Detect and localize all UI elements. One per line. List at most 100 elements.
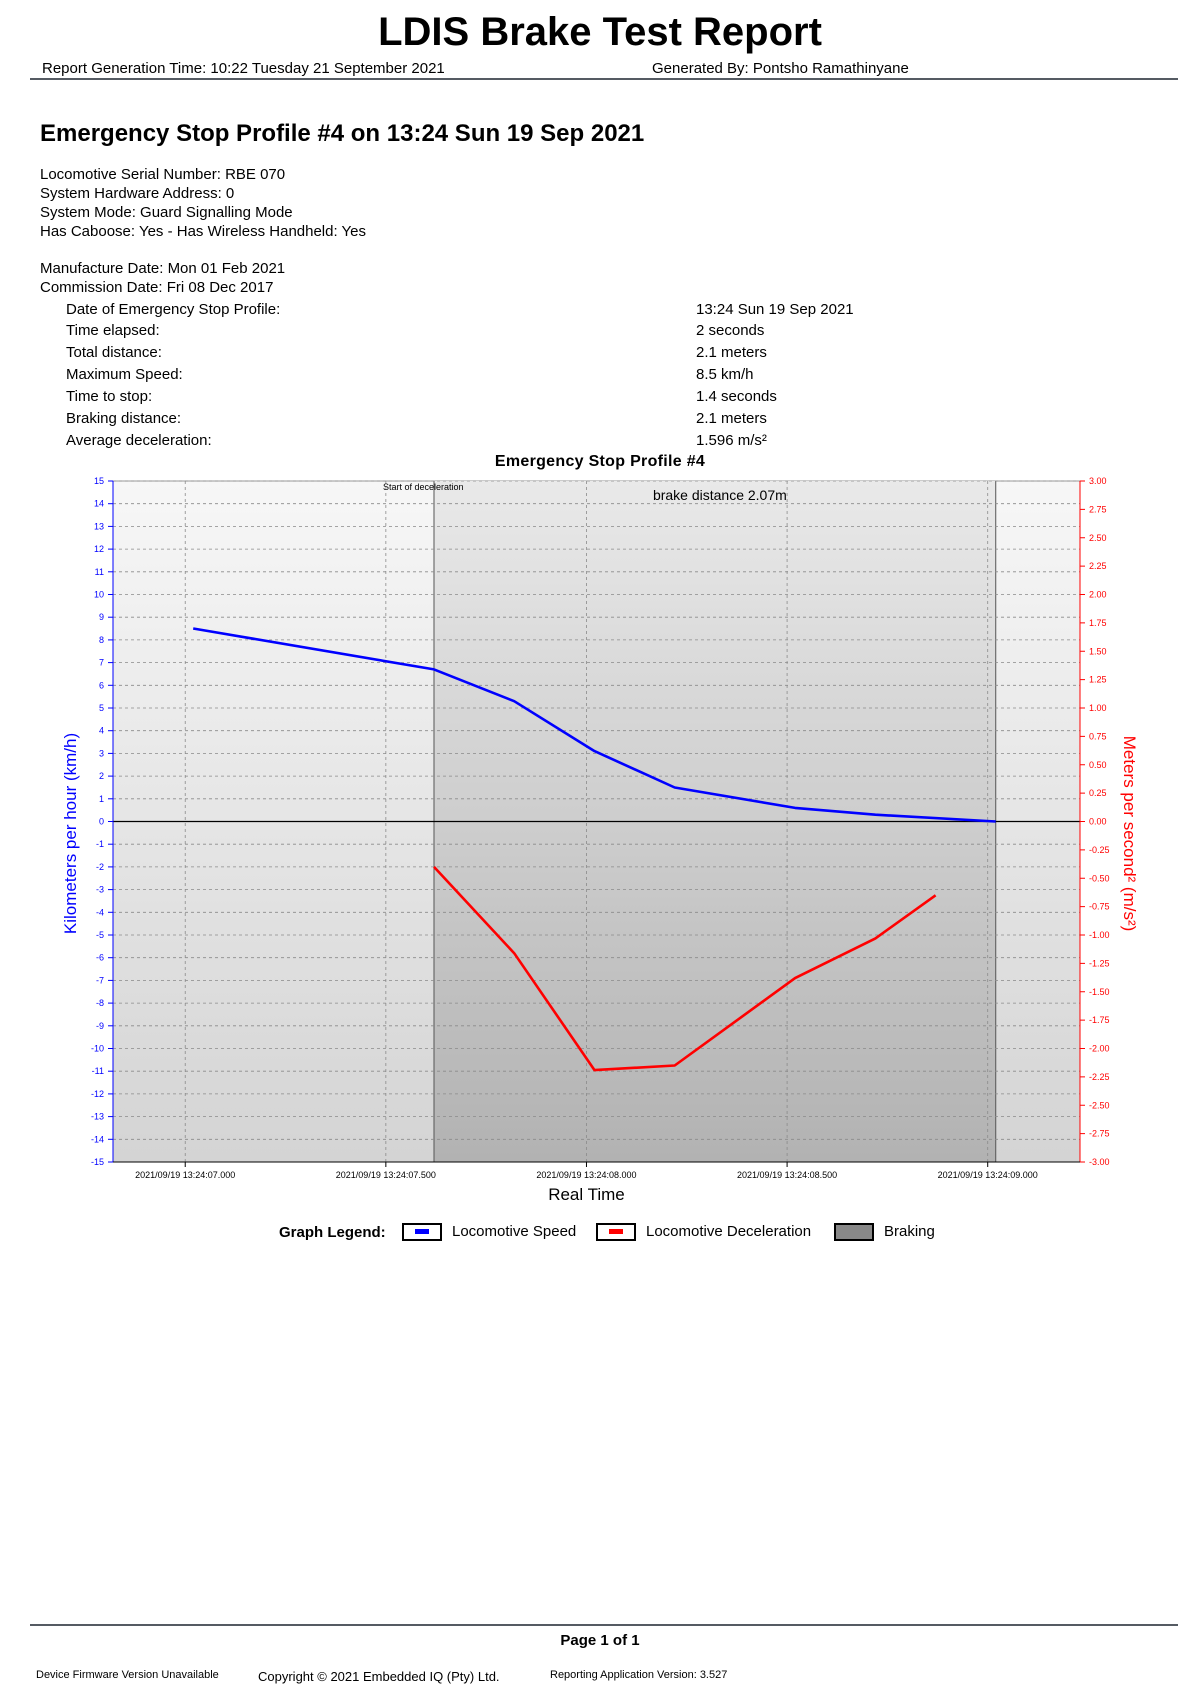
left-tick-label: -12 — [91, 1089, 104, 1099]
right-tick-label: 2.50 — [1089, 533, 1107, 543]
left-tick-label: -8 — [96, 998, 104, 1008]
x-axis-label: Real Time — [548, 1185, 625, 1204]
speed-deceleration-chart: 1514131211109876543210-1-2-3-4-5-6-7-8-9… — [61, 476, 1139, 1204]
right-tick-label: -2.50 — [1089, 1100, 1110, 1110]
legend-label-deceleration: Locomotive Deceleration — [646, 1223, 812, 1240]
detail-value: 2 seconds — [696, 322, 765, 339]
left-tick-label: 3 — [99, 748, 104, 758]
left-tick-label: -15 — [91, 1157, 104, 1167]
caboose-handheld: Has Caboose: Yes - Has Wireless Handheld… — [40, 223, 367, 240]
left-tick-label: -7 — [96, 975, 104, 985]
grid — [113, 480, 1080, 1163]
left-tick-label: 12 — [94, 544, 104, 554]
series — [192, 627, 996, 1072]
right-tick-label: 2.00 — [1089, 590, 1107, 600]
right-tick-label: 0.25 — [1089, 788, 1107, 798]
detail-value: 8.5 km/h — [696, 366, 754, 383]
right-tick-label: -0.25 — [1089, 845, 1110, 855]
system-hardware-address: System Hardware Address: 0 — [40, 185, 235, 202]
axes: 1514131211109876543210-1-2-3-4-5-6-7-8-9… — [91, 476, 1110, 1180]
left-tick-label: 15 — [94, 476, 104, 486]
right-tick-label: 2.25 — [1089, 561, 1107, 571]
left-tick-label: 14 — [94, 499, 104, 509]
y-axis-label-right: Meters per second² (m/s²) — [1120, 736, 1139, 932]
left-tick-label: 1 — [99, 794, 104, 804]
detail-value: 1.4 seconds — [696, 388, 777, 405]
app-version: Reporting Application Version: 3.527 — [550, 1669, 728, 1681]
page-number: Page 1 of 1 — [560, 1632, 640, 1649]
left-tick-label: -1 — [96, 839, 104, 849]
right-tick-label: -1.25 — [1089, 958, 1110, 968]
legend-swatch-braking — [834, 1223, 874, 1241]
left-tick-label: 2 — [99, 771, 104, 781]
left-tick-label: 10 — [94, 590, 104, 600]
graph-legend: Graph Legend: Locomotive Speed Locomotiv… — [0, 1220, 1200, 1244]
x-tick-label: 2021/09/19 13:24:08.500 — [737, 1170, 837, 1180]
speed-series-line — [192, 627, 996, 823]
profile-heading: Emergency Stop Profile #4 on 13:24 Sun 1… — [40, 120, 645, 147]
left-tick-label: 8 — [99, 635, 104, 645]
right-tick-label: 0.50 — [1089, 760, 1107, 770]
deceleration-series-line — [433, 866, 937, 1072]
y-axis-label-left: Kilometers per hour (km/h) — [61, 733, 80, 934]
left-tick-label: -9 — [96, 1021, 104, 1031]
detail-value: 13:24 Sun 19 Sep 2021 — [696, 301, 854, 318]
right-tick-label: 1.50 — [1089, 646, 1107, 656]
left-tick-label: 11 — [95, 567, 104, 577]
left-tick-label: 5 — [99, 703, 104, 713]
right-tick-label: -0.75 — [1089, 902, 1110, 912]
legend-label-braking: Braking — [884, 1223, 935, 1240]
left-tick-label: 0 — [99, 817, 104, 827]
firmware-version: Device Firmware Version Unavailable — [36, 1669, 219, 1681]
left-tick-label: -6 — [96, 953, 104, 963]
right-tick-label: 3.00 — [1089, 476, 1107, 486]
right-tick-label: -3.00 — [1089, 1157, 1110, 1167]
detail-value: 2.1 meters — [696, 410, 767, 427]
header-divider — [30, 78, 1178, 80]
report-title: LDIS Brake Test Report — [378, 10, 822, 54]
right-tick-label: 1.00 — [1089, 703, 1107, 713]
brake-distance-label: brake distance 2.07m — [653, 487, 787, 503]
left-tick-label: -4 — [96, 907, 104, 917]
start-of-deceleration-label: Start of deceleration — [383, 482, 464, 492]
left-tick-label: -2 — [96, 862, 104, 872]
right-tick-label: -2.75 — [1089, 1129, 1110, 1139]
left-tick-label: -5 — [96, 930, 104, 940]
left-tick-label: 13 — [94, 521, 104, 531]
copyright: Copyright © 2021 Embedded IQ (Pty) Ltd. — [258, 1669, 500, 1684]
right-tick-label: -2.25 — [1089, 1072, 1110, 1082]
right-tick-label: -1.75 — [1089, 1015, 1110, 1025]
right-tick-label: 1.25 — [1089, 675, 1107, 685]
commission-date: Commission Date: Fri 08 Dec 2017 — [40, 279, 274, 296]
left-tick-label: -3 — [96, 885, 104, 895]
right-tick-label: 1.75 — [1089, 618, 1107, 628]
locomotive-serial-number: Locomotive Serial Number: RBE 070 — [40, 166, 286, 183]
legend-swatch-deceleration — [596, 1223, 636, 1241]
x-tick-label: 2021/09/19 13:24:08.000 — [536, 1170, 636, 1180]
detail-label: Maximum Speed: — [66, 366, 183, 383]
left-tick-label: -11 — [92, 1066, 104, 1076]
left-tick-label: -14 — [91, 1134, 104, 1144]
left-tick-label: 4 — [99, 726, 104, 736]
annotations: Start of deceleration brake distance 2.0… — [383, 482, 787, 503]
detail-label: Time elapsed: — [66, 322, 160, 339]
detail-label: Date of Emergency Stop Profile: — [66, 301, 281, 318]
left-tick-label: 7 — [99, 658, 104, 668]
right-tick-label: 2.75 — [1089, 504, 1107, 514]
right-tick-label: -2.00 — [1089, 1044, 1110, 1054]
detail-value: 1.596 m/s² — [696, 432, 767, 449]
right-tick-label: -0.50 — [1089, 873, 1110, 883]
left-tick-label: -13 — [91, 1112, 104, 1122]
generated-by: Generated By: Pontsho Ramathinyane — [652, 60, 909, 77]
x-tick-label: 2021/09/19 13:24:07.500 — [336, 1170, 436, 1180]
detail-label: Time to stop: — [66, 388, 153, 405]
detail-value: 2.1 meters — [696, 344, 767, 361]
right-tick-label: 0.75 — [1089, 731, 1107, 741]
system-mode: System Mode: Guard Signalling Mode — [40, 204, 293, 221]
report-generation-time: Report Generation Time: 10:22 Tuesday 21… — [42, 60, 445, 77]
manufacture-date: Manufacture Date: Mon 01 Feb 2021 — [40, 260, 286, 277]
right-tick-label: -1.50 — [1089, 987, 1110, 997]
left-tick-label: -10 — [91, 1044, 104, 1054]
x-tick-label: 2021/09/19 13:24:09.000 — [938, 1170, 1038, 1180]
detail-label: Total distance: — [66, 344, 162, 361]
